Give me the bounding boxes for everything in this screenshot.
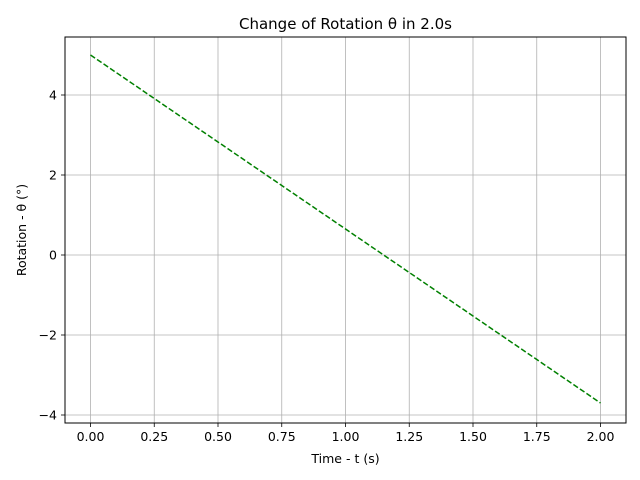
x-tick-label: 0.00: [77, 429, 105, 444]
y-tick-label: 0: [49, 248, 57, 263]
y-tick-label: 4: [49, 88, 57, 103]
x-tick-label: 1.75: [523, 429, 551, 444]
y-axis-label: Rotation - θ (°): [14, 184, 29, 276]
x-tick-label: 0.75: [268, 429, 296, 444]
chart-title: Change of Rotation θ in 2.0s: [239, 15, 452, 33]
grid: [65, 37, 626, 423]
x-tick-label: 1.50: [459, 429, 487, 444]
x-tick-label: 2.00: [587, 429, 615, 444]
x-tick-label: 0.50: [204, 429, 232, 444]
series-line-0: [90, 54, 601, 404]
x-tick-label: 0.25: [140, 429, 168, 444]
y-tick-label: −4: [39, 408, 57, 423]
y-axis-ticks: −4 −2 0 2 4: [39, 88, 65, 423]
x-axis-ticks: 0.00 0.25 0.50 0.75 1.00 1.25 1.50 1.75 2.00: [77, 423, 615, 444]
y-tick-label: −2: [39, 328, 57, 343]
y-tick-label: 2: [49, 168, 57, 183]
x-tick-label: 1.00: [332, 429, 360, 444]
x-axis-label: Time - t (s): [310, 451, 379, 466]
series-layer: [90, 54, 601, 404]
x-tick-label: 1.25: [395, 429, 423, 444]
